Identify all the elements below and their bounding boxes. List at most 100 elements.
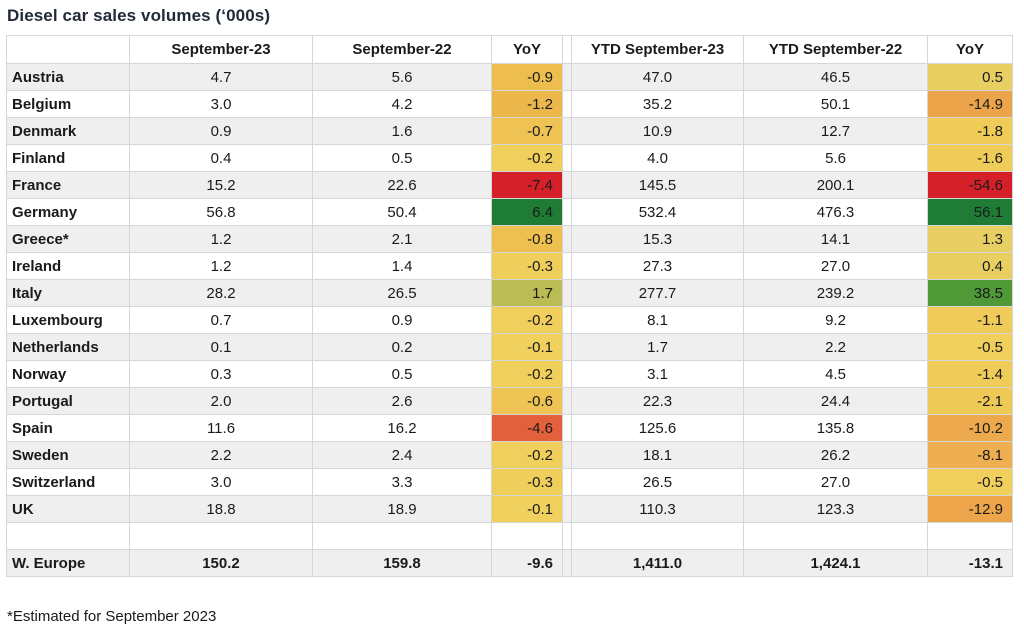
- country-cell: Greece*: [6, 225, 130, 253]
- sep23-cell: 11.6: [129, 414, 313, 442]
- sep22-cell: 5.6: [312, 63, 492, 91]
- ytd23-cell: 1.7: [571, 333, 744, 361]
- footnote: *Estimated for September 2023: [7, 608, 217, 625]
- sep23-cell: 0.3: [129, 360, 313, 388]
- row-sweden: Sweden 2.2 2.4 -0.2 18.1 26.2 -8.1: [6, 441, 1013, 469]
- yoy-month-cell: [491, 522, 563, 550]
- header-ytd-september-23: YTD September-23: [571, 35, 744, 64]
- yoy-ytd-cell: -54.6: [927, 171, 1013, 199]
- sep23-cell: 0.9: [129, 117, 313, 145]
- yoy-month-cell: -9.6: [491, 549, 563, 577]
- sep22-cell: 50.4: [312, 198, 492, 226]
- sep23-cell: 15.2: [129, 171, 313, 199]
- country-cell: France: [6, 171, 130, 199]
- spacer-cell: [562, 414, 572, 442]
- yoy-month-cell: -0.6: [491, 387, 563, 415]
- yoy-ytd-cell: -12.9: [927, 495, 1013, 523]
- sep23-cell: 1.2: [129, 225, 313, 253]
- sep22-cell: 2.4: [312, 441, 492, 469]
- row-norway: Norway 0.3 0.5 -0.2 3.1 4.5 -1.4: [6, 360, 1013, 388]
- ytd23-cell: 1,411.0: [571, 549, 744, 577]
- yoy-month-cell: -4.6: [491, 414, 563, 442]
- country-cell: Switzerland: [6, 468, 130, 496]
- spacer-cell: [562, 252, 572, 280]
- sep23-cell: 56.8: [129, 198, 313, 226]
- diesel-sales-table: September-23 September-22 YoY YTD Septem…: [6, 35, 1013, 577]
- header-row: September-23 September-22 YoY YTD Septem…: [6, 35, 1013, 64]
- yoy-ytd-cell: -0.5: [927, 468, 1013, 496]
- country-cell: Netherlands: [6, 333, 130, 361]
- ytd22-cell: 24.4: [743, 387, 928, 415]
- page-title: Diesel car sales volumes (‘000s): [7, 6, 271, 25]
- ytd22-cell: 123.3: [743, 495, 928, 523]
- spacer-cell: [562, 387, 572, 415]
- sep23-cell: 2.0: [129, 387, 313, 415]
- ytd23-cell: 27.3: [571, 252, 744, 280]
- sep23-cell: 0.7: [129, 306, 313, 334]
- yoy-month-cell: -0.1: [491, 495, 563, 523]
- row-germany: Germany 56.8 50.4 6.4 532.4 476.3 56.1: [6, 198, 1013, 226]
- sep23-cell: 28.2: [129, 279, 313, 307]
- sep22-cell: 26.5: [312, 279, 492, 307]
- ytd23-cell: 15.3: [571, 225, 744, 253]
- spacer-cell: [562, 306, 572, 334]
- yoy-month-cell: -0.2: [491, 441, 563, 469]
- sep22-cell: 0.5: [312, 144, 492, 172]
- spacer-cell: [562, 198, 572, 226]
- sep22-cell: 3.3: [312, 468, 492, 496]
- ytd22-cell: 239.2: [743, 279, 928, 307]
- row-netherlands: Netherlands 0.1 0.2 -0.1 1.7 2.2 -0.5: [6, 333, 1013, 361]
- sep23-cell: 4.7: [129, 63, 313, 91]
- yoy-ytd-cell: 56.1: [927, 198, 1013, 226]
- yoy-ytd-cell: -0.5: [927, 333, 1013, 361]
- country-cell: Finland: [6, 144, 130, 172]
- ytd23-cell: 10.9: [571, 117, 744, 145]
- ytd23-cell: 35.2: [571, 90, 744, 118]
- sep23-cell: 2.2: [129, 441, 313, 469]
- ytd22-cell: 9.2: [743, 306, 928, 334]
- spacer-cell: [562, 63, 572, 91]
- ytd23-cell: [571, 522, 744, 550]
- ytd23-cell: 22.3: [571, 387, 744, 415]
- ytd23-cell: 18.1: [571, 441, 744, 469]
- yoy-ytd-cell: 38.5: [927, 279, 1013, 307]
- header-september-22: September-22: [312, 35, 492, 64]
- ytd22-cell: 5.6: [743, 144, 928, 172]
- yoy-ytd-cell: 0.4: [927, 252, 1013, 280]
- yoy-month-cell: -0.8: [491, 225, 563, 253]
- yoy-ytd-cell: -1.8: [927, 117, 1013, 145]
- row-switzerland: Switzerland 3.0 3.3 -0.3 26.5 27.0 -0.5: [6, 468, 1013, 496]
- header-yoy-ytd: YoY: [927, 35, 1013, 64]
- ytd22-cell: 200.1: [743, 171, 928, 199]
- ytd22-cell: 12.7: [743, 117, 928, 145]
- sep22-cell: 1.6: [312, 117, 492, 145]
- row-spain: Spain 11.6 16.2 -4.6 125.6 135.8 -10.2: [6, 414, 1013, 442]
- sep23-cell: [129, 522, 313, 550]
- yoy-month-cell: -0.2: [491, 144, 563, 172]
- spacer-cell: [562, 117, 572, 145]
- country-cell: Italy: [6, 279, 130, 307]
- ytd22-cell: 27.0: [743, 252, 928, 280]
- row-blank: [6, 522, 1013, 550]
- ytd22-cell: 27.0: [743, 468, 928, 496]
- country-cell: Ireland: [6, 252, 130, 280]
- yoy-month-cell: -0.1: [491, 333, 563, 361]
- yoy-ytd-cell: -13.1: [927, 549, 1013, 577]
- sep23-cell: 3.0: [129, 468, 313, 496]
- header-ytd-september-22: YTD September-22: [743, 35, 928, 64]
- sep22-cell: [312, 522, 492, 550]
- ytd23-cell: 47.0: [571, 63, 744, 91]
- spacer-cell: [562, 225, 572, 253]
- sep22-cell: 4.2: [312, 90, 492, 118]
- sep22-cell: 1.4: [312, 252, 492, 280]
- country-cell: Austria: [6, 63, 130, 91]
- spacer-cell: [562, 522, 572, 550]
- ytd23-cell: 125.6: [571, 414, 744, 442]
- row-portugal: Portugal 2.0 2.6 -0.6 22.3 24.4 -2.1: [6, 387, 1013, 415]
- header-spacer: [562, 35, 572, 64]
- sep22-cell: 0.2: [312, 333, 492, 361]
- ytd22-cell: 46.5: [743, 63, 928, 91]
- yoy-month-cell: -0.2: [491, 360, 563, 388]
- ytd23-cell: 277.7: [571, 279, 744, 307]
- spacer-cell: [562, 171, 572, 199]
